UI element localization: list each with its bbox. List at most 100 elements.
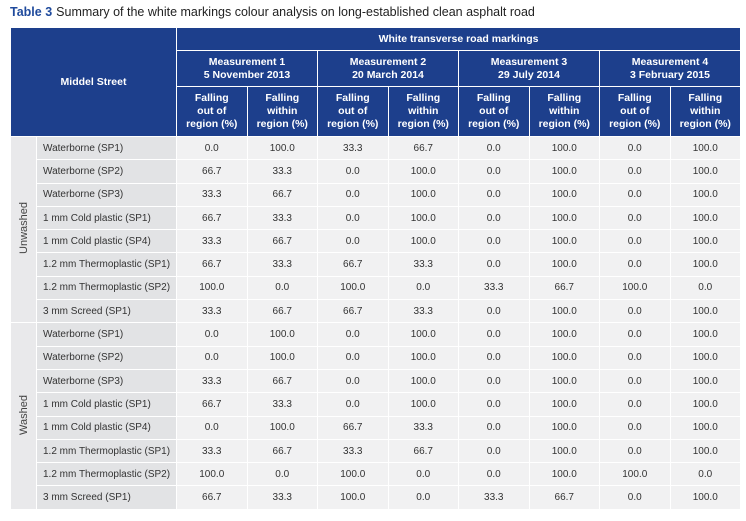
row-label: Waterborne (SP3) (36, 368, 177, 394)
value-cell: 0.0 (317, 322, 389, 347)
value-cell: 100.0 (528, 205, 600, 231)
value-cell: 33.3 (246, 159, 318, 184)
sub-header-line: Falling (547, 92, 582, 104)
sub-header: Falling out of region (%) (599, 86, 671, 137)
value-cell: 66.7 (317, 299, 389, 324)
sub-header-line: Falling (335, 92, 370, 104)
value-cell: 0.0 (176, 322, 248, 347)
row-label: 1 mm Cold plastic (SP1) (36, 392, 177, 417)
value-cell: 33.3 (246, 392, 318, 417)
value-cell: 0.0 (458, 462, 530, 487)
value-cell: 0.0 (458, 438, 530, 464)
value-cell: 33.3 (176, 299, 248, 324)
row-label: 3 mm Screed (SP1) (36, 485, 177, 510)
value-cell: 100.0 (669, 368, 742, 394)
header-row: Falling out of region (%) Falling within regi… (11, 86, 742, 137)
value-cell: 33.3 (458, 485, 530, 510)
value-cell: 0.0 (599, 415, 671, 440)
row-label: Waterborne (SP2) (36, 345, 177, 370)
sub-header-line: out of (338, 105, 368, 117)
data-row: Waterborne (SP3) 33.3 66.7 0.0 100.0 0.0 100.0… (11, 182, 742, 207)
value-cell: 100.0 (387, 322, 459, 347)
value-cell: 66.7 (176, 485, 248, 510)
data-row: 3 mm Screed (SP1) 66.7 33.3 100.0 0.0 33.3 66.… (11, 485, 742, 510)
sub-header-line: Falling (688, 92, 723, 104)
value-cell: 66.7 (246, 438, 318, 464)
value-cell: 100.0 (387, 229, 459, 254)
data-row: 1 mm Cold plastic (SP4) 0.0 100.0 66.7 33.3 0… (11, 415, 742, 440)
value-cell: 0.0 (317, 205, 389, 231)
value-cell: 0.0 (246, 462, 318, 487)
value-cell: 0.0 (599, 182, 671, 207)
sub-header: Falling within region (%) (528, 86, 600, 137)
value-cell: 66.7 (528, 275, 600, 301)
sub-header-line: within (549, 105, 580, 117)
value-cell: 0.0 (317, 392, 389, 417)
value-cell: 100.0 (599, 462, 671, 487)
value-cell: 0.0 (317, 368, 389, 394)
measurement-name: Measurement 4 (631, 55, 709, 68)
value-cell: 0.0 (458, 392, 530, 417)
value-cell: 100.0 (528, 462, 600, 487)
value-cell: 33.3 (387, 299, 459, 324)
value-cell: 100.0 (387, 392, 459, 417)
row-label: 1 mm Cold plastic (SP4) (36, 229, 177, 254)
measurement-name: Measurement 1 (208, 55, 286, 68)
value-cell: 100.0 (387, 159, 459, 184)
data-row: Waterborne (SP3) 33.3 66.7 0.0 100.0 0.0 100.0… (11, 368, 742, 394)
value-cell: 100.0 (528, 345, 600, 370)
value-cell: 66.7 (317, 252, 389, 277)
value-cell: 100.0 (669, 345, 742, 370)
sub-header: Falling out of region (%) (458, 86, 530, 137)
value-cell: 0.0 (458, 368, 530, 394)
value-cell: 100.0 (528, 159, 600, 184)
sub-header-line: within (267, 105, 298, 117)
value-cell: 100.0 (387, 182, 459, 207)
group-label: Washed (17, 394, 30, 435)
row-label: Waterborne (SP2) (36, 159, 177, 184)
row-label: Waterborne (SP3) (36, 182, 177, 207)
value-cell: 0.0 (458, 159, 530, 184)
value-cell: 100.0 (669, 322, 742, 347)
value-cell: 33.3 (176, 368, 248, 394)
value-cell: 66.7 (176, 205, 248, 231)
row-label: 1.2 mm Thermoplastic (SP2) (36, 275, 177, 301)
value-cell: 100.0 (669, 485, 742, 510)
sub-header-line: region (%) (256, 118, 308, 130)
sub-header-line: region (%) (397, 118, 449, 130)
measurement-header: Measurement 3 29 July 2014 (458, 50, 600, 87)
table-caption: Table 3 Summary of the white markings col… (10, 5, 535, 19)
measurement-date: 29 July 2014 (498, 68, 560, 81)
value-cell: 33.3 (387, 252, 459, 277)
value-cell: 100.0 (176, 462, 248, 487)
row-label: Waterborne (SP1) (36, 322, 177, 347)
value-cell: 0.0 (458, 135, 530, 161)
value-cell: 66.7 (528, 485, 600, 510)
data-row: Washed Waterborne (SP1) 0.0 100.0 0.0 100.0 0.… (10, 322, 742, 510)
value-cell: 100.0 (528, 322, 600, 347)
value-cell: 0.0 (599, 159, 671, 184)
group-header: White transverse road markings (175, 27, 742, 51)
value-cell: 100.0 (528, 135, 600, 161)
group-label: Unwashed (17, 202, 30, 255)
value-cell: 66.7 (176, 252, 248, 277)
value-cell: 33.3 (176, 438, 248, 464)
value-cell: 0.0 (458, 322, 530, 347)
sub-header-line: within (690, 105, 721, 117)
sub-header-line: Falling (476, 92, 511, 104)
value-cell: 0.0 (599, 252, 671, 277)
sub-header-line: region (%) (327, 118, 379, 130)
value-cell: 0.0 (458, 229, 530, 254)
data-row: 1.2 mm Thermoplastic (SP2) 100.0 0.0 100.0 0… (11, 462, 742, 487)
value-cell: 100.0 (669, 159, 742, 184)
measurement-header: Measurement 2 20 March 2014 (317, 50, 459, 87)
row-label: 1.2 mm Thermoplastic (SP1) (36, 252, 177, 277)
row-label: 1.2 mm Thermoplastic (SP1) (36, 438, 177, 464)
sub-header-line: Falling (406, 92, 441, 104)
value-cell: 66.7 (317, 415, 389, 440)
value-cell: 100.0 (246, 322, 318, 347)
sub-header: Falling within region (%) (669, 86, 742, 137)
